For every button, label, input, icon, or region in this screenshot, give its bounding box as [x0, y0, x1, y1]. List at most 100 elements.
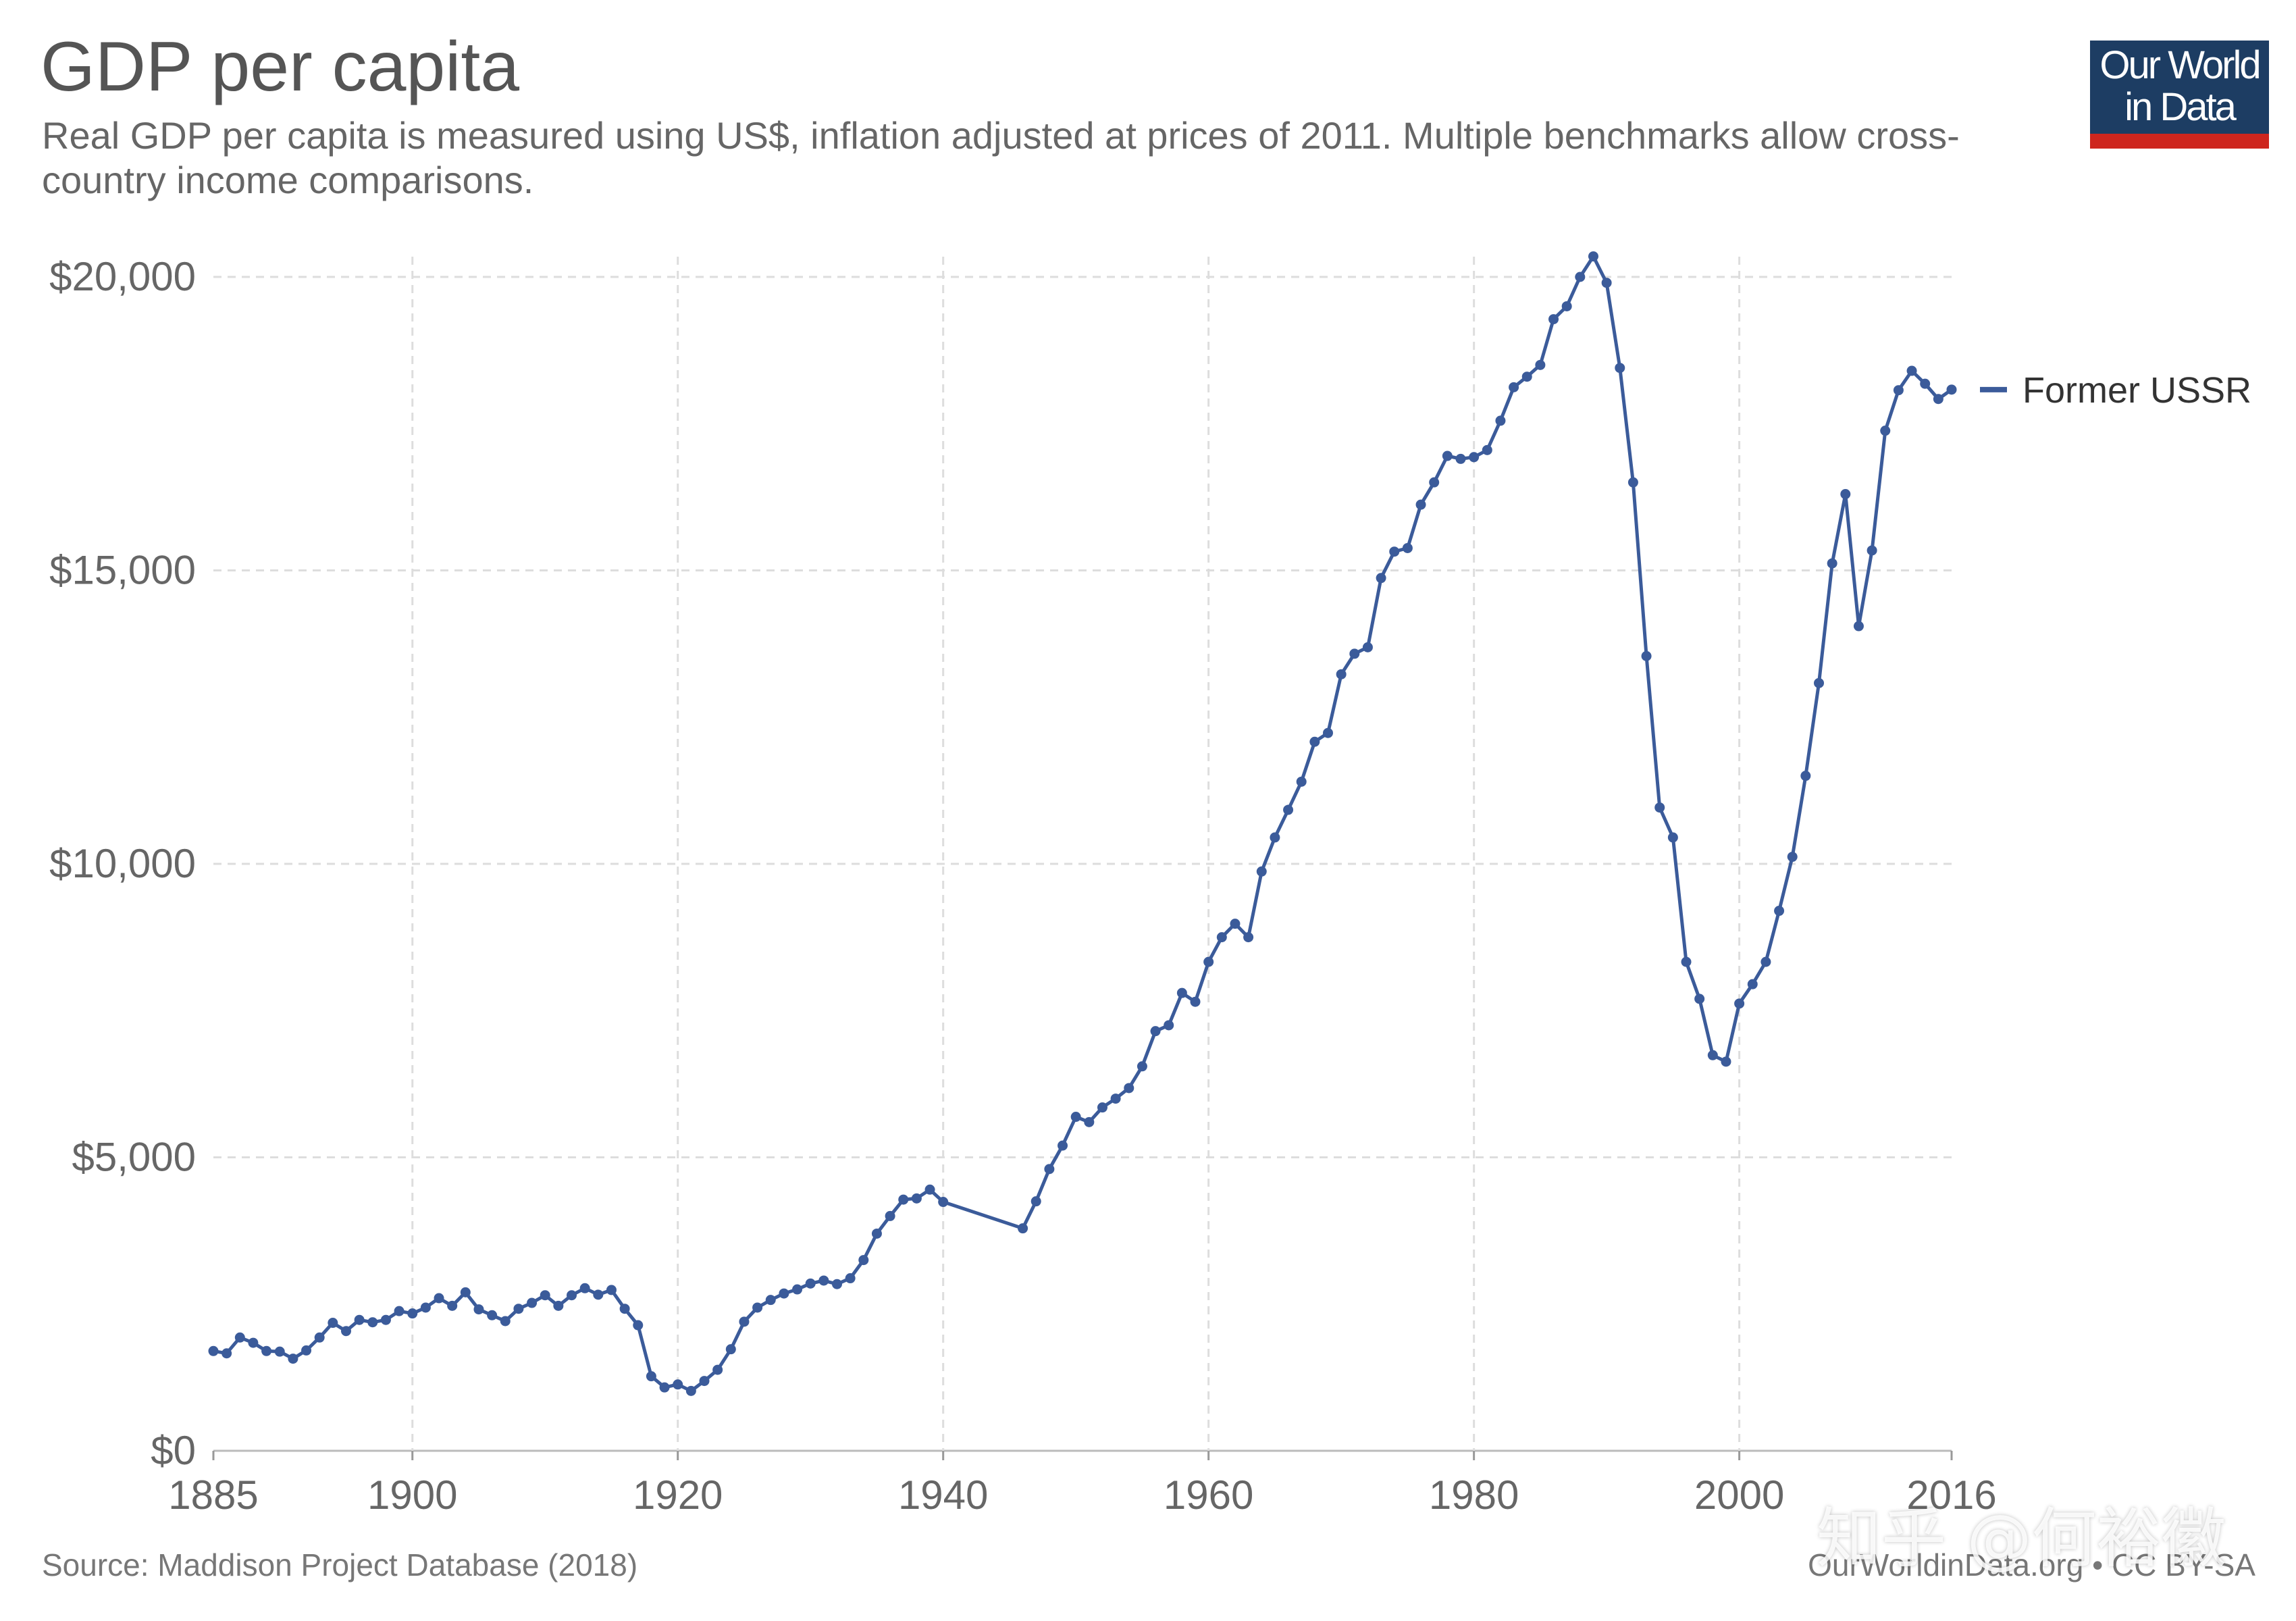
data-point: [234, 1332, 245, 1343]
data-point: [1044, 1164, 1055, 1175]
data-point: [1137, 1061, 1147, 1072]
x-tick-label: 1980: [1429, 1472, 1519, 1518]
series-line: [213, 255, 1953, 1393]
chart-subtitle: Real GDP per capita is measured using US…: [42, 114, 1960, 201]
data-point: [1721, 1056, 1731, 1067]
data-point: [1814, 677, 1825, 688]
data-point: [1627, 477, 1638, 488]
data-point: [527, 1297, 538, 1308]
legend[interactable]: Former USSR: [1980, 370, 2251, 411]
data-point: [1800, 771, 1811, 781]
data-point: [354, 1314, 365, 1325]
data-point: [340, 1326, 351, 1337]
data-point: [1893, 385, 1904, 396]
owid-logo[interactable]: Our World in Data: [2090, 41, 2269, 149]
data-point: [1641, 650, 1652, 661]
data-point: [659, 1382, 670, 1393]
data-point: [447, 1300, 458, 1311]
data-point: [274, 1346, 285, 1357]
data-point: [1429, 477, 1440, 488]
data-point: [765, 1295, 776, 1306]
data-point: [553, 1300, 564, 1311]
data-point: [593, 1289, 604, 1300]
legend-label: Former USSR: [2023, 370, 2251, 411]
gridlines: [213, 257, 1952, 1452]
data-point: [513, 1304, 524, 1314]
data-point: [1270, 832, 1280, 843]
series-former-ussr[interactable]: [208, 251, 1957, 1396]
data-point: [1203, 956, 1214, 967]
data-point: [739, 1316, 750, 1327]
x-tick-label: 2000: [1694, 1472, 1784, 1518]
data-point: [1495, 415, 1506, 426]
data-point: [911, 1193, 922, 1204]
data-point: [752, 1302, 763, 1313]
data-point: [1058, 1140, 1068, 1151]
data-point: [1853, 621, 1864, 632]
data-point: [380, 1314, 391, 1325]
data-point: [208, 1345, 219, 1356]
data-point: [1296, 776, 1307, 787]
data-point: [1774, 906, 1785, 917]
license-credit[interactable]: OurWorldinData.org • CC BY-SA: [1808, 1547, 2255, 1583]
data-point: [1323, 727, 1334, 738]
x-tick-label: 1960: [1164, 1472, 1253, 1518]
data-point: [633, 1320, 644, 1331]
data-point: [673, 1379, 683, 1390]
data-point: [1667, 832, 1678, 843]
data-point: [1030, 1196, 1041, 1207]
data-point: [328, 1318, 338, 1329]
data-point: [871, 1228, 882, 1239]
data-point: [221, 1348, 232, 1359]
data-point: [1415, 499, 1426, 510]
data-point: [1521, 371, 1532, 382]
x-tick-label: 1940: [898, 1472, 988, 1518]
data-point: [1362, 642, 1373, 652]
data-point: [1164, 1020, 1174, 1031]
data-point: [699, 1376, 710, 1387]
data-point: [1442, 451, 1453, 461]
data-point: [845, 1273, 856, 1284]
data-point: [1389, 546, 1400, 557]
x-tick-label: 2016: [1906, 1472, 1996, 1518]
chart-title: GDP per capita: [41, 28, 520, 106]
data-point: [646, 1371, 656, 1382]
data-point: [1694, 994, 1705, 1004]
data-point: [924, 1184, 935, 1195]
data-point: [606, 1285, 617, 1295]
data-point: [1376, 573, 1386, 584]
data-point: [288, 1354, 298, 1364]
data-point: [1509, 382, 1519, 392]
y-tick-label: $20,000: [49, 254, 196, 299]
data-point: [1734, 998, 1745, 1009]
data-point: [579, 1283, 590, 1293]
data-point: [1230, 919, 1241, 929]
data-point: [1906, 365, 1917, 376]
data-point: [725, 1344, 736, 1355]
x-tick-label: 1900: [367, 1472, 457, 1518]
data-point: [473, 1304, 484, 1315]
logo-text: Our World in Data: [2099, 43, 2261, 129]
data-point: [1933, 394, 1943, 405]
data-point: [367, 1317, 378, 1328]
data-point: [1601, 278, 1612, 288]
data-point: [805, 1278, 816, 1289]
data-point: [1787, 852, 1798, 863]
data-point: [1097, 1102, 1107, 1113]
data-point: [792, 1284, 803, 1295]
data-point: [1840, 489, 1851, 500]
data-point: [1482, 444, 1492, 455]
data-point: [261, 1345, 272, 1356]
data-point: [500, 1316, 511, 1327]
source-note: Source: Maddison Project Database (2018): [42, 1547, 638, 1583]
data-point: [818, 1275, 829, 1286]
data-point: [1654, 802, 1665, 813]
x-tick-label: 1920: [633, 1472, 723, 1518]
data-point: [1349, 648, 1360, 659]
data-point: [1110, 1093, 1121, 1104]
data-point: [301, 1345, 312, 1356]
data-point: [1084, 1116, 1095, 1127]
data-point: [1018, 1223, 1028, 1234]
data-point: [1747, 979, 1758, 989]
